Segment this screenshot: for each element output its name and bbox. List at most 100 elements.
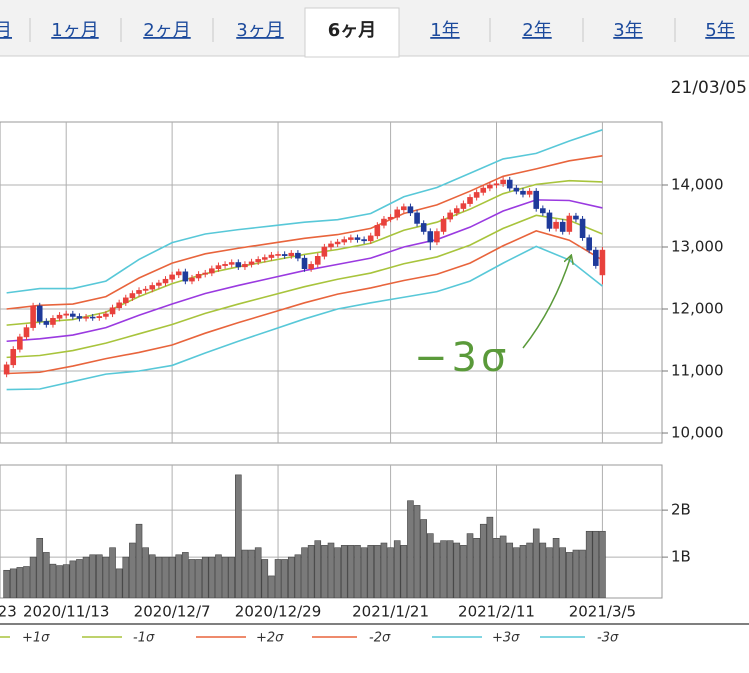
volume-bar [49, 563, 57, 598]
tab[interactable]: 5年 [705, 20, 734, 41]
legend-label: +1σ [22, 631, 50, 646]
annotation-arrow [522, 256, 571, 349]
volume-bar [546, 547, 553, 598]
volume-bar [499, 535, 507, 598]
volume-bar [76, 559, 83, 598]
volume-bar [96, 554, 103, 598]
y-tick-label: 11,000 [671, 362, 724, 380]
candle-body [592, 249, 599, 266]
tab[interactable]: 2年 [522, 20, 551, 41]
volume-bar [195, 559, 202, 598]
volume-bar [460, 545, 467, 598]
legend-label: +3σ [492, 631, 520, 646]
x-tick-label: 2020/12/7 [134, 603, 211, 621]
band-line [6, 129, 603, 294]
candle-body [348, 237, 354, 240]
volume-bar [175, 554, 183, 598]
candle-body [407, 206, 414, 214]
volume-bar [122, 556, 130, 598]
x-tick-label: 2020/11/13 [23, 603, 109, 621]
volume-bar [579, 549, 586, 598]
candles [3, 176, 606, 378]
candle-body [228, 262, 235, 265]
tab[interactable]: 2ヶ月 [143, 20, 190, 41]
tab[interactable]: 1ヶ月 [51, 20, 98, 41]
volume-bar [142, 547, 149, 598]
candle-body [533, 190, 540, 209]
candle-body [50, 318, 56, 325]
volume-bar [506, 542, 514, 598]
volume-bar [513, 547, 520, 598]
volume-bar [433, 542, 441, 598]
y-tick-label: 10,000 [671, 424, 724, 442]
volume-bar [347, 545, 355, 598]
volume-bar [479, 523, 487, 598]
candle-body [414, 212, 420, 224]
legend-label: -2σ [369, 631, 391, 646]
candle-body [89, 316, 96, 319]
tab[interactable]: 月 [0, 20, 12, 41]
candle-body [209, 268, 215, 274]
candle-body [76, 316, 83, 319]
volume-bar [3, 569, 10, 598]
candle-body [500, 179, 506, 185]
candle-body [36, 305, 43, 322]
candle-body [195, 273, 202, 279]
x-tick-label: 2020/10/23 [0, 603, 17, 621]
candle-body [288, 252, 295, 256]
volume-bar [585, 530, 593, 598]
candle-body [546, 212, 553, 229]
volume-bar [532, 528, 540, 598]
candle-body [56, 314, 63, 319]
candle-body [354, 237, 361, 240]
tab[interactable]: 3ヶ月 [236, 20, 283, 41]
candle-body [162, 278, 169, 284]
volume-bar [559, 547, 567, 598]
volume-bar [552, 538, 560, 598]
candle-body [540, 208, 546, 214]
volume-bar [453, 542, 461, 598]
volume-bar [29, 556, 37, 598]
date-label: 21/03/05 [671, 78, 747, 98]
volume-bar [519, 545, 527, 598]
volume-bar [380, 542, 388, 598]
volume-bar [446, 540, 454, 598]
volume-bar [254, 547, 262, 598]
tab[interactable]: 1年 [430, 20, 459, 41]
x-tick-label: 2021/3/5 [569, 603, 636, 621]
volume-bar [307, 545, 315, 598]
volume-bar [327, 542, 335, 598]
price-plot-area [0, 121, 663, 444]
candle-body [129, 293, 136, 299]
candle-body [63, 313, 70, 316]
candle-body [122, 297, 129, 304]
volume-bar [248, 549, 255, 598]
volume-bar [426, 533, 434, 598]
volume-bar [314, 540, 322, 598]
tab-selected[interactable]: 6ヶ月 [328, 20, 377, 41]
volume-bar [473, 538, 480, 598]
volume-bar [566, 552, 573, 598]
candle-body [116, 302, 122, 309]
tab[interactable]: 3年 [613, 20, 642, 41]
volume-bar [420, 519, 427, 598]
volume-bar [56, 565, 63, 598]
candle-body [526, 190, 533, 195]
candle-body [96, 316, 103, 318]
volume-bar [102, 556, 110, 598]
volume-bar [43, 552, 50, 598]
y-tick-label: 12,000 [671, 300, 724, 318]
band-line [6, 155, 603, 310]
candle-body [453, 208, 460, 214]
band-line [6, 230, 603, 375]
volume-bar [301, 547, 308, 598]
volume-bar [486, 516, 494, 598]
volume-bar [321, 545, 328, 598]
y-tick-label: 2B [671, 501, 691, 519]
candle-body [301, 257, 308, 270]
candle-body [275, 254, 281, 256]
candle-body [255, 259, 261, 263]
candle-body [202, 272, 209, 275]
volume-bar [16, 567, 24, 598]
